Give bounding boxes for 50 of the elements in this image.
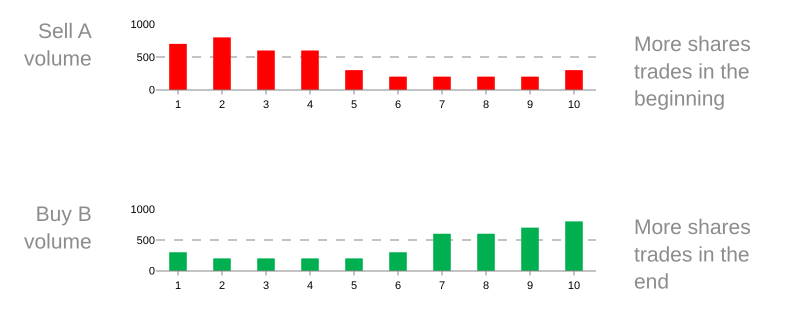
bar <box>521 228 539 271</box>
text: More shares trades in the beginning <box>634 33 751 111</box>
text: Sell A volume <box>24 20 92 70</box>
bar <box>565 221 583 271</box>
x-tick-label: 5 <box>350 280 358 292</box>
bar <box>213 258 231 271</box>
x-tick-label: 10 <box>568 280 580 292</box>
bar <box>169 44 187 90</box>
y-tick-label: 1000 <box>130 19 155 32</box>
bar <box>213 37 231 90</box>
x-tick-label: 2 <box>218 280 226 292</box>
x-tick-label: 4 <box>306 98 314 111</box>
bar <box>433 76 451 90</box>
x-tick-label: 2 <box>218 98 226 111</box>
x-tick-label: 1 <box>174 280 182 292</box>
y-tick-label: 0 <box>148 84 155 97</box>
bar <box>389 252 407 271</box>
x-tick-label: 5 <box>350 98 358 111</box>
x-tick-label: 10 <box>568 98 580 111</box>
x-tick-label: 9 <box>526 98 534 111</box>
x-tick-label: 8 <box>482 280 490 292</box>
chart-title: Buy B volume <box>24 203 92 254</box>
bar <box>169 252 187 271</box>
x-tick-label: 4 <box>306 280 314 292</box>
x-tick-label: 3 <box>262 280 270 292</box>
y-tick-label: 0 <box>148 266 155 278</box>
x-tick-label: 8 <box>482 98 490 111</box>
bar <box>477 234 495 271</box>
bar <box>389 76 407 90</box>
y-tick-label: 1000 <box>130 204 155 216</box>
bar <box>521 76 539 90</box>
bar <box>345 70 363 90</box>
x-tick-label: 3 <box>262 98 270 111</box>
x-tick-label: 1 <box>174 98 182 111</box>
x-tick-label: 7 <box>438 280 446 292</box>
bar <box>433 234 451 271</box>
x-tick-label: 9 <box>526 280 534 292</box>
bar <box>257 258 275 271</box>
bar <box>257 50 275 90</box>
text: More shares trades in the end <box>634 216 751 294</box>
y-tick-label: 500 <box>136 234 155 247</box>
bar <box>565 70 583 90</box>
x-tick-label: 7 <box>438 98 446 111</box>
bar <box>477 76 495 90</box>
bar <box>345 258 363 271</box>
x-tick-label: 6 <box>394 98 402 111</box>
bar <box>301 50 319 90</box>
y-tick-label: 500 <box>136 52 155 64</box>
bar <box>301 258 319 271</box>
x-tick-label: 6 <box>394 280 402 292</box>
